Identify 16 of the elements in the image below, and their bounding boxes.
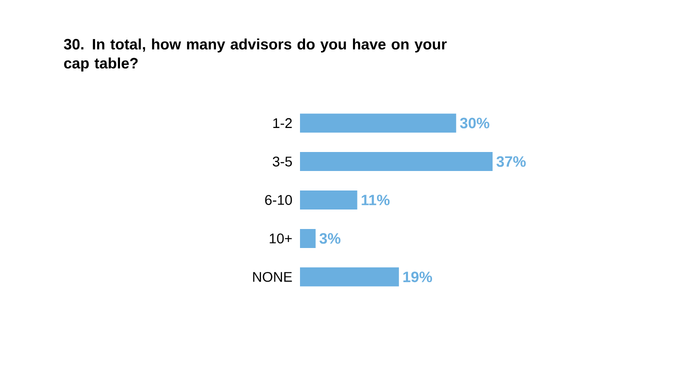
data-label: 19% bbox=[403, 272, 432, 282]
data-label: 30% bbox=[460, 118, 490, 128]
y-tick-label: 1-2 bbox=[273, 118, 292, 128]
bar bbox=[300, 228, 316, 248]
bar bbox=[300, 190, 358, 210]
data-label: 37% bbox=[496, 156, 526, 167]
y-tick-label: NONE bbox=[253, 272, 292, 282]
y-tick-label: 3-5 bbox=[272, 156, 292, 166]
bar bbox=[300, 267, 399, 286]
y-tick-label: 10+ bbox=[270, 233, 292, 244]
data-label: 11% bbox=[362, 194, 390, 206]
bar bbox=[300, 152, 493, 172]
bar bbox=[300, 114, 456, 133]
chart-title: 30. In total, how many advisors do you have on your cap table? bbox=[64, 38, 447, 72]
y-tick-label: 6-10 bbox=[265, 195, 292, 205]
data-label: 3% bbox=[319, 233, 340, 244]
